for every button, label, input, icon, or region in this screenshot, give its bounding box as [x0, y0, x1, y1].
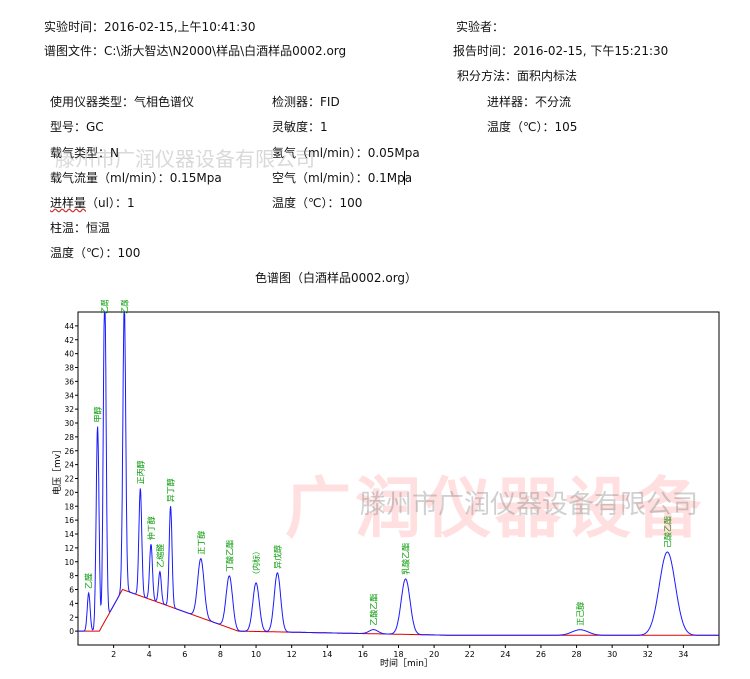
peak-label-2: 乙醇: [100, 300, 110, 314]
x-tick-label-6: 14: [322, 650, 332, 659]
x-tick-label-3: 8: [218, 650, 223, 659]
peak-label-3: 乙酸乙酯: [119, 300, 129, 314]
peak-label-10: （内标）: [251, 547, 261, 579]
column-temperature-mode: 柱温：恒温: [50, 221, 111, 235]
injection-volume: 进样量（ul）：1: [50, 196, 135, 210]
plot-frame: [77, 311, 720, 646]
peak-label-0: 乙醛: [84, 573, 94, 589]
y-tick-label-2: 4: [69, 599, 74, 608]
y-tick-label-14: 28: [64, 433, 74, 442]
y-tick-label-5: 10: [64, 558, 74, 567]
model: 型号：GC: [50, 120, 104, 134]
spectrum-file: 谱图文件：C:\浙大智达\N2000\样品\白酒样品0002.org: [44, 44, 347, 58]
y-tick-label-9: 18: [64, 502, 74, 511]
x-tick-label-11: 24: [500, 650, 510, 659]
y-tick-label-21: 42: [64, 336, 74, 345]
y-tick-label-10: 20: [64, 488, 74, 497]
air-flow: 空气（ml/min）：0.1Mpa: [272, 171, 413, 185]
peak-label-12: 乙酸乙酯: [369, 594, 379, 626]
y-tick-label-12: 24: [64, 461, 74, 470]
x-tick-label-12: 26: [536, 650, 546, 659]
sensitivity: 灵敏度：1: [272, 120, 328, 134]
detector: 检测器：FID: [272, 95, 340, 109]
peak-labels: 乙醛甲醇乙醇乙酸乙酯正丙醇仲丁醇乙缩醛异丁醇正丁醇丁酸乙酯（内标）异戊醇乙酸乙酯…: [84, 300, 673, 626]
report-time: 报告时间：2016-02-15, 下午15:21:30: [453, 44, 669, 58]
y-tick-label-16: 32: [64, 405, 74, 414]
x-tick-label-4: 10: [251, 650, 261, 659]
instrument-type: 使用仪器类型：气相色谱仪: [50, 95, 195, 109]
x-axis-label: 时间［min］: [380, 657, 433, 669]
chromatogram-trace: [78, 311, 719, 636]
y-tick-label-20: 40: [64, 350, 74, 359]
peak-label-7: 异丁醇: [166, 478, 176, 502]
x-tick-label-16: 34: [678, 650, 688, 659]
x-tick-label-1: 4: [147, 650, 152, 659]
y-tick-label-13: 26: [64, 447, 74, 456]
x-tick-label-0: 2: [111, 650, 116, 659]
peak-label-11: 异戊醇: [272, 545, 282, 569]
peak-label-13: 乳酸乙酯: [401, 543, 411, 575]
y-tick-label-0: 0: [69, 627, 74, 636]
injection-volume-label: 进样量: [50, 196, 87, 210]
detector-temperature: 温度（℃）：100: [272, 196, 363, 210]
carrier-gas-flow: 载气流量（ml/min）：0.15Mpa: [50, 171, 222, 185]
injection-volume-value: （ul）：1: [86, 196, 135, 210]
peak-label-8: 正丁醇: [196, 531, 206, 555]
chromatogram: 2 4 6 8 10 12 14 16 18 20 22 24 26 28 30 32 340246810121…: [51, 300, 720, 669]
y-tick-label-11: 22: [64, 475, 74, 484]
injector: 进样器：不分流: [487, 95, 572, 109]
y-tick-label-6: 12: [64, 544, 74, 553]
y-tick-label-8: 16: [64, 516, 74, 525]
axis-ticks: 2 4 6 8 10 12 14 16 18 20 22 24 26 28 30 32 340246810121…: [64, 322, 688, 659]
peak-label-15: 己酸乙酯: [662, 516, 672, 548]
y-tick-label-7: 14: [64, 530, 74, 539]
x-tick-label-15: 32: [643, 650, 653, 659]
peak-label-5: 仲丁醇: [146, 516, 156, 540]
y-tick-label-22: 44: [64, 322, 74, 331]
integration-method: 积分方法：面积内标法: [457, 69, 578, 83]
y-axis-label: 电压［mv］: [51, 445, 63, 495]
text-cursor: [404, 171, 405, 185]
x-tick-label-13: 28: [571, 650, 581, 659]
x-tick-label-14: 30: [607, 650, 617, 659]
peak-label-9: 丁酸乙酯: [224, 540, 234, 572]
y-tick-label-4: 8: [69, 572, 74, 581]
y-tick-label-15: 30: [64, 419, 74, 428]
y-tick-label-18: 36: [64, 377, 74, 386]
carrier-gas-type: 载气类型：N: [50, 146, 119, 160]
injector-temperature: 温度（℃）：105: [487, 120, 578, 134]
x-tick-label-10: 22: [465, 650, 475, 659]
x-tick-label-5: 12: [287, 650, 297, 659]
x-tick-label-9: 20: [429, 650, 439, 659]
x-tick-label-2: 6: [182, 650, 187, 659]
y-tick-label-1: 2: [69, 613, 74, 622]
chart-title: 色谱图（白酒样品0002.org）: [255, 271, 418, 285]
x-tick-label-8: 18: [393, 650, 403, 659]
y-tick-label-3: 6: [69, 586, 74, 595]
peak-label-6: 乙缩醛: [155, 544, 165, 568]
y-tick-label-17: 34: [64, 391, 74, 400]
y-tick-label-19: 38: [64, 364, 74, 373]
peak-label-4: 正丙醇: [135, 460, 145, 484]
column-temperature: 温度（℃）：100: [50, 246, 141, 260]
experiment-time: 实验时间：2016-02-15,上午10:41:30: [44, 20, 256, 34]
hydrogen-flow: 氢气（ml/min）：0.05Mpa: [272, 146, 420, 160]
peak-label-1: 甲醇: [93, 407, 103, 423]
x-tick-label-7: 16: [358, 650, 368, 659]
peak-label-14: 正己醇: [575, 602, 585, 626]
experimenter: 实验者：: [456, 20, 505, 34]
